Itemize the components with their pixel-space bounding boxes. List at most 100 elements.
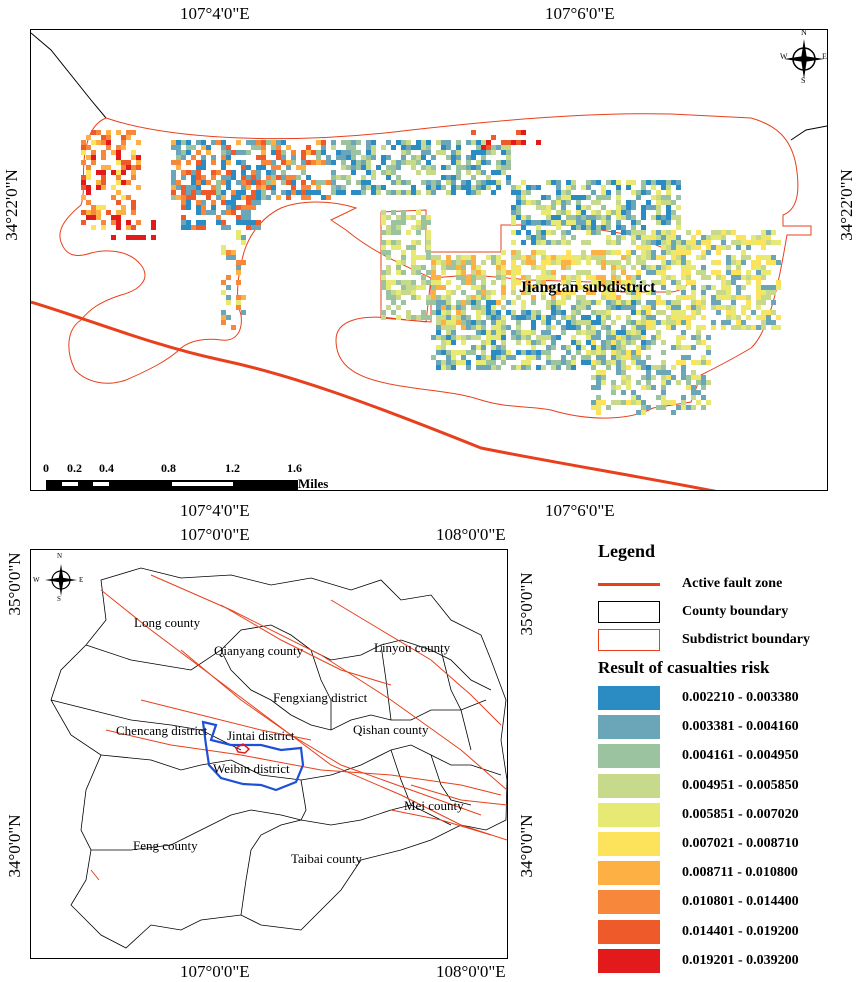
- risk-cell: [181, 140, 186, 145]
- risk-cell: [481, 340, 486, 345]
- risk-cell: [236, 180, 241, 185]
- risk-cell: [516, 195, 521, 200]
- risk-cell: [546, 315, 551, 320]
- risk-cell: [91, 150, 96, 155]
- risk-cell: [216, 180, 221, 185]
- risk-cell: [401, 190, 406, 195]
- risk-cell: [551, 220, 556, 225]
- risk-cell: [521, 190, 526, 195]
- risk-cell: [551, 310, 556, 315]
- risk-cell: [646, 305, 651, 310]
- risk-cell: [561, 220, 566, 225]
- risk-cell: [561, 325, 566, 330]
- risk-cell: [201, 225, 206, 230]
- risk-cell: [761, 285, 766, 290]
- risk-cell: [546, 220, 551, 225]
- risk-cell: [96, 210, 101, 215]
- risk-cell: [466, 275, 471, 280]
- risk-cell: [236, 140, 241, 145]
- risk-cell: [701, 315, 706, 320]
- risk-cell: [686, 325, 691, 330]
- risk-cell: [411, 315, 416, 320]
- risk-cell: [171, 140, 176, 145]
- risk-cell: [356, 190, 361, 195]
- risk-cell: [681, 295, 686, 300]
- risk-cell: [746, 255, 751, 260]
- risk-cell: [666, 375, 671, 380]
- risk-cell: [81, 220, 86, 225]
- risk-cell: [766, 315, 771, 320]
- risk-cell: [696, 270, 701, 275]
- risk-cell: [101, 170, 106, 175]
- risk-cell: [281, 160, 286, 165]
- risk-cell: [446, 325, 451, 330]
- risk-cell: [436, 180, 441, 185]
- risk-cell: [501, 145, 506, 150]
- risk-cell: [521, 300, 526, 305]
- risk-cell: [721, 325, 726, 330]
- risk-cell: [516, 350, 521, 355]
- risk-cell: [481, 270, 486, 275]
- risk-cell: [566, 230, 571, 235]
- risk-cell: [711, 235, 716, 240]
- small-north-e: E: [79, 576, 84, 584]
- risk-cell: [306, 150, 311, 155]
- risk-cell: [251, 220, 256, 225]
- bottom-coord-right-1: 35°0'0"N: [517, 572, 536, 636]
- risk-cell: [641, 330, 646, 335]
- risk-cell: [516, 365, 521, 370]
- risk-cell: [636, 270, 641, 275]
- risk-cell: [116, 215, 121, 220]
- risk-cell: [716, 260, 721, 265]
- risk-cell: [716, 305, 721, 310]
- risk-cell: [661, 300, 666, 305]
- risk-cell: [556, 215, 561, 220]
- risk-cell: [626, 335, 631, 340]
- risk-cell: [621, 215, 626, 220]
- risk-cell: [491, 345, 496, 350]
- risk-cell: [396, 165, 401, 170]
- risk-cell: [241, 220, 246, 225]
- risk-cell: [541, 270, 546, 275]
- risk-cell: [416, 220, 421, 225]
- risk-cell: [266, 140, 271, 145]
- risk-cell: [476, 265, 481, 270]
- risk-cell: [751, 265, 756, 270]
- risk-cell: [481, 365, 486, 370]
- risk-class-swatch: [598, 861, 660, 886]
- risk-cell: [421, 225, 426, 230]
- risk-cell: [621, 340, 626, 345]
- risk-cell: [771, 230, 776, 235]
- risk-cell: [476, 160, 481, 165]
- risk-cell: [481, 305, 486, 310]
- risk-cell: [361, 180, 366, 185]
- risk-cell: [726, 255, 731, 260]
- risk-cell: [581, 225, 586, 230]
- risk-cell: [556, 190, 561, 195]
- risk-cell: [636, 330, 641, 335]
- risk-cell: [666, 300, 671, 305]
- risk-cell: [701, 305, 706, 310]
- risk-cell: [301, 180, 306, 185]
- risk-cell: [671, 320, 676, 325]
- risk-cell: [396, 140, 401, 145]
- risk-cell: [581, 315, 586, 320]
- risk-cell: [441, 360, 446, 365]
- risk-cell: [531, 265, 536, 270]
- risk-cell: [506, 325, 511, 330]
- risk-cell: [521, 140, 526, 145]
- risk-cell: [771, 260, 776, 265]
- risk-cell: [526, 260, 531, 265]
- risk-cell: [231, 190, 236, 195]
- risk-cell: [651, 280, 656, 285]
- risk-cell: [386, 190, 391, 195]
- risk-cell: [411, 215, 416, 220]
- risk-cell: [756, 280, 761, 285]
- risk-cell: [691, 390, 696, 395]
- risk-cell: [616, 250, 621, 255]
- risk-cell: [436, 325, 441, 330]
- risk-cell: [671, 260, 676, 265]
- risk-cell: [676, 235, 681, 240]
- risk-cell: [466, 165, 471, 170]
- risk-cell: [341, 175, 346, 180]
